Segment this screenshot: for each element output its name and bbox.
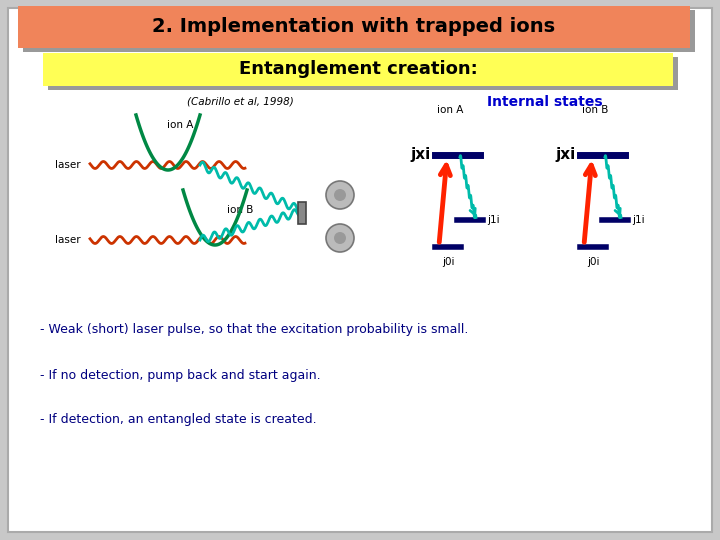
Text: jxi: jxi bbox=[410, 147, 431, 163]
Text: j0i: j0i bbox=[442, 257, 454, 267]
Circle shape bbox=[326, 181, 354, 209]
FancyBboxPatch shape bbox=[8, 8, 712, 532]
Text: Internal states: Internal states bbox=[487, 95, 603, 109]
Text: j1i: j1i bbox=[632, 215, 644, 225]
Circle shape bbox=[334, 232, 346, 244]
Text: j0i: j0i bbox=[587, 257, 599, 267]
Text: - Weak (short) laser pulse, so that the excitation probability is small.: - Weak (short) laser pulse, so that the … bbox=[40, 323, 469, 336]
Text: jxi: jxi bbox=[556, 147, 576, 163]
FancyBboxPatch shape bbox=[43, 53, 673, 86]
Text: ion B: ion B bbox=[582, 105, 608, 115]
Text: ion A: ion A bbox=[167, 120, 193, 130]
Text: - If no detection, pump back and start again.: - If no detection, pump back and start a… bbox=[40, 368, 320, 381]
Bar bbox=[298, 202, 306, 224]
FancyBboxPatch shape bbox=[23, 10, 695, 52]
FancyBboxPatch shape bbox=[48, 57, 678, 90]
Text: 2. Implementation with trapped ions: 2. Implementation with trapped ions bbox=[153, 17, 556, 37]
Text: ion B: ion B bbox=[227, 205, 253, 215]
FancyBboxPatch shape bbox=[18, 6, 690, 48]
Text: j1i: j1i bbox=[487, 215, 500, 225]
Circle shape bbox=[334, 189, 346, 201]
Text: laser: laser bbox=[55, 235, 81, 245]
Text: (Cabrillo et al, 1998): (Cabrillo et al, 1998) bbox=[186, 97, 293, 107]
Text: ion A: ion A bbox=[437, 105, 463, 115]
Text: laser: laser bbox=[55, 160, 81, 170]
Text: Entanglement creation:: Entanglement creation: bbox=[238, 60, 477, 78]
Circle shape bbox=[326, 224, 354, 252]
Text: - If detection, an entangled state is created.: - If detection, an entangled state is cr… bbox=[40, 414, 317, 427]
